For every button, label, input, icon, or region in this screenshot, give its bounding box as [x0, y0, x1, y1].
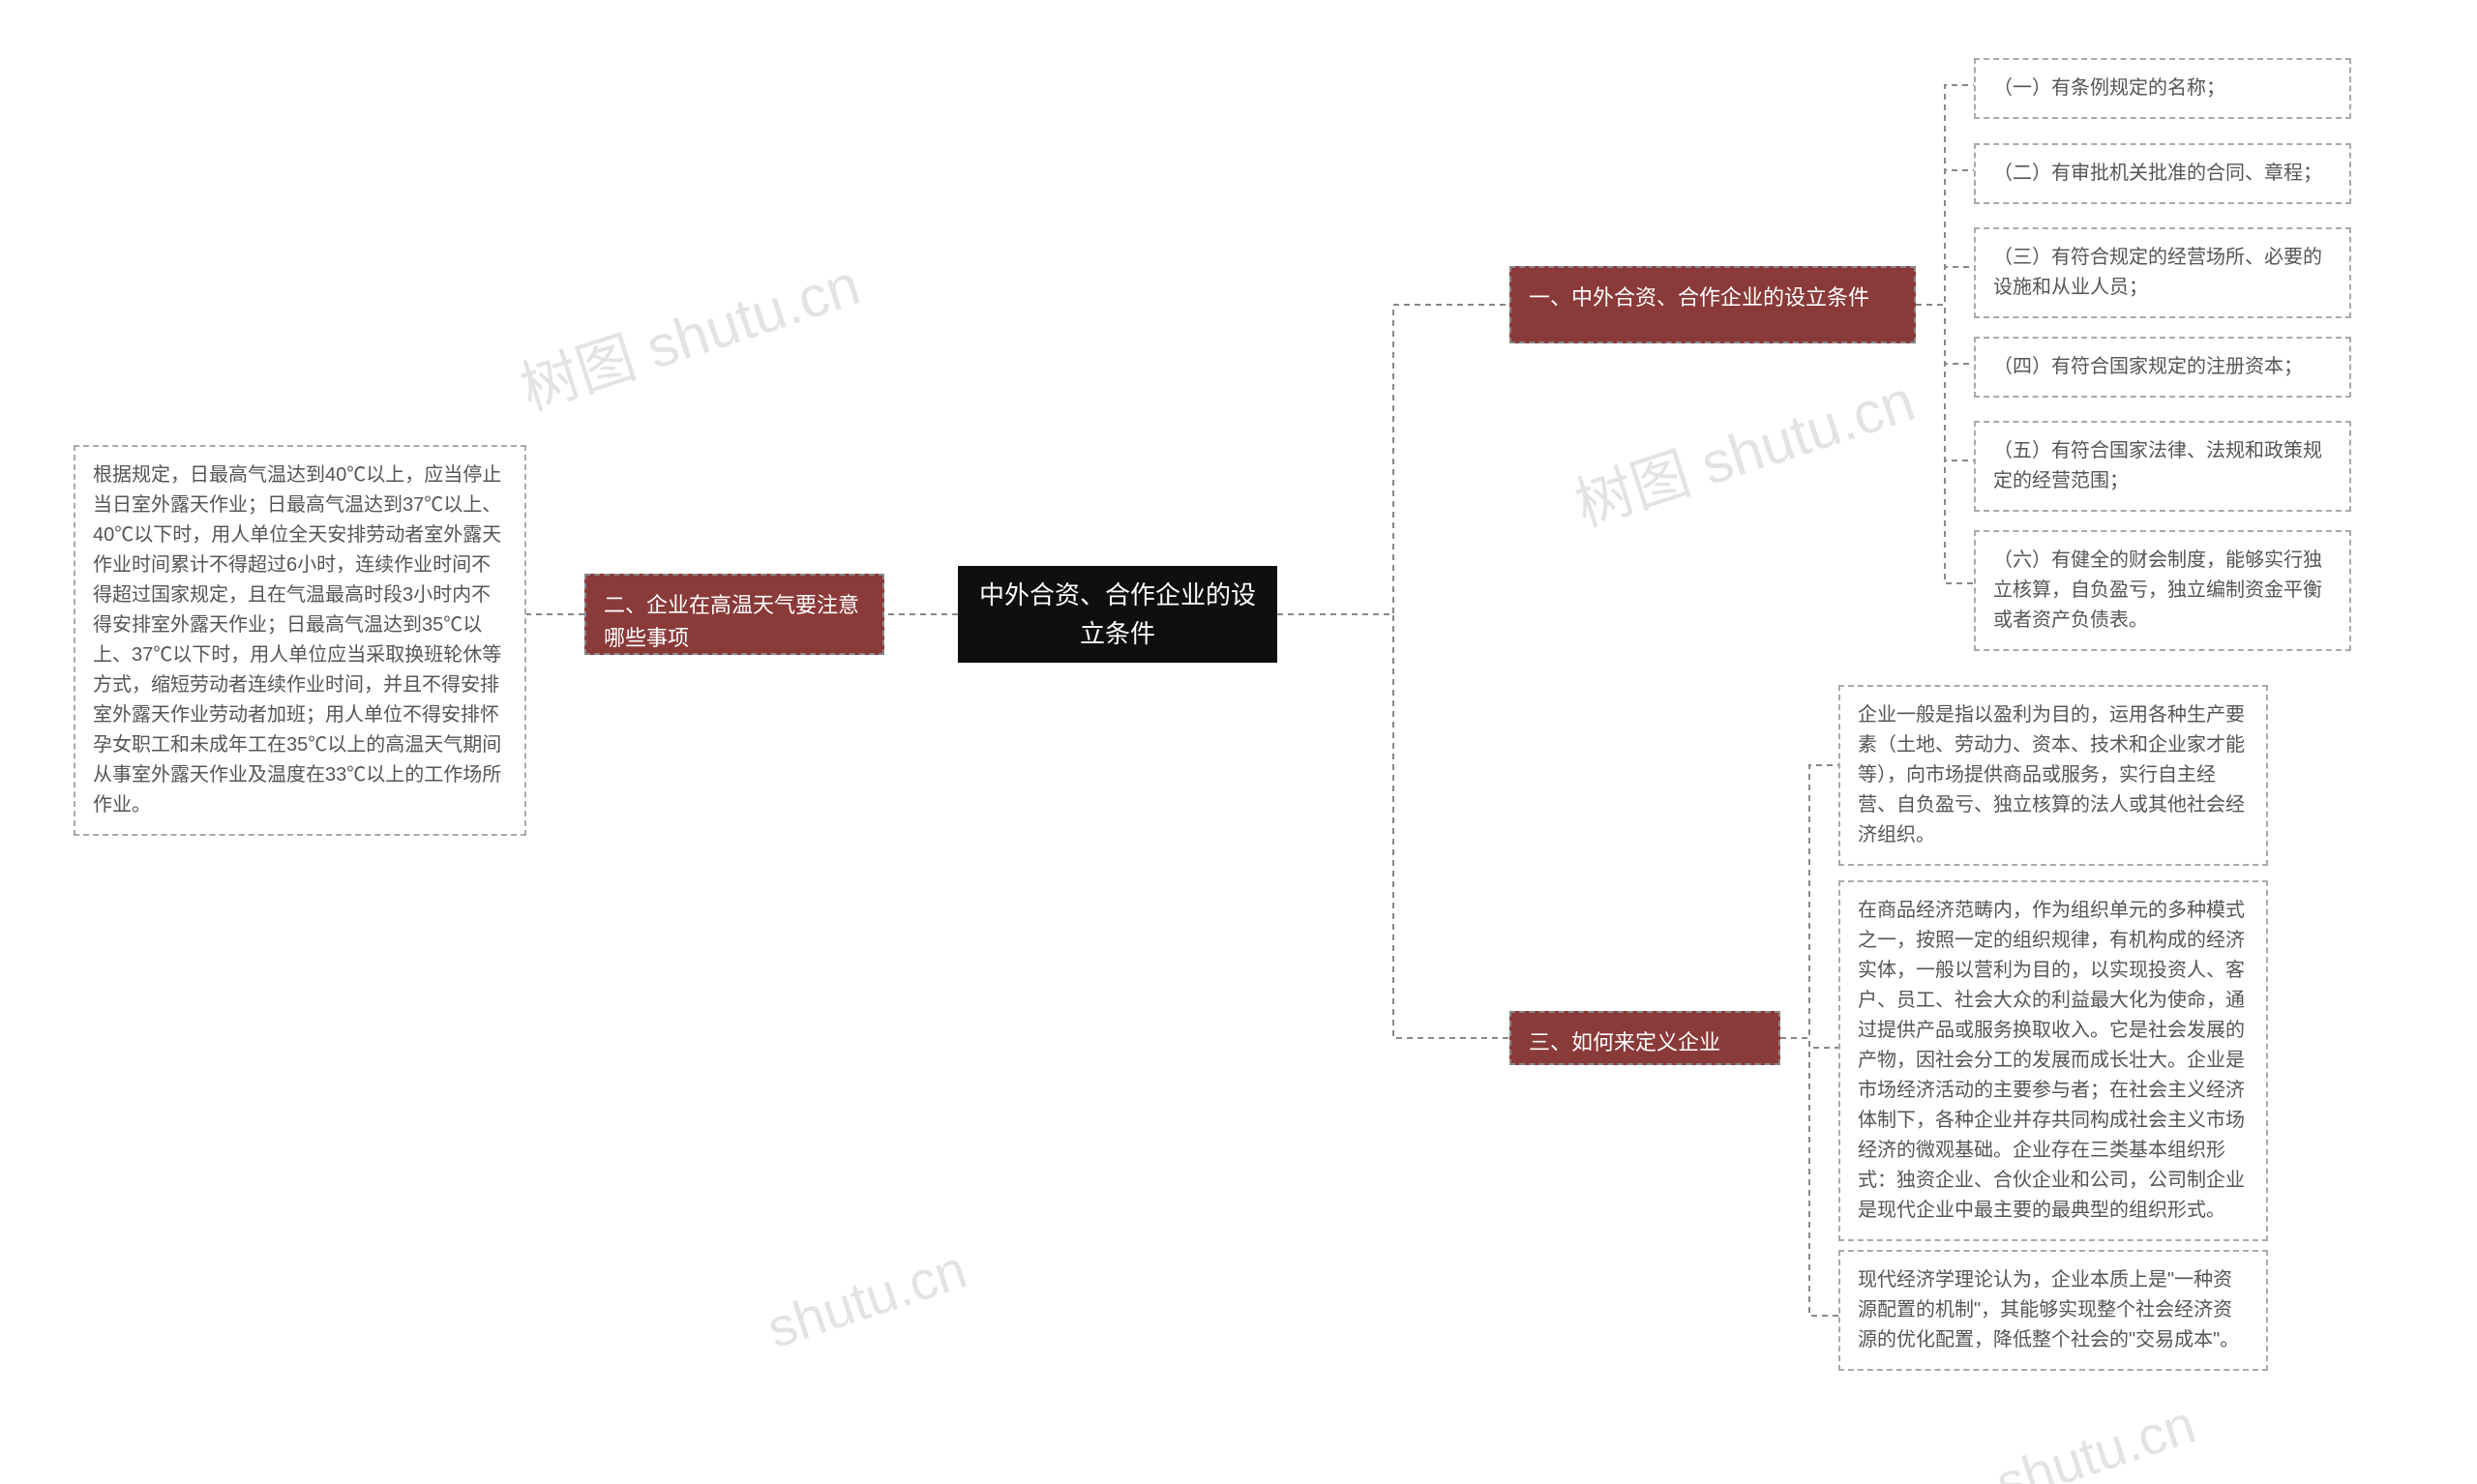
- branch-node-2: 二、企业在高温天气要注意哪些事项: [584, 574, 884, 655]
- leaf-node: （六）有健全的财会制度，能够实行独立核算，自负盈亏，独立编制资金平衡或者资产负债…: [1974, 530, 2351, 651]
- leaf-node: （二）有审批机关批准的合同、章程；: [1974, 143, 2351, 204]
- leaf-node: （四）有符合国家规定的注册资本；: [1974, 337, 2351, 398]
- watermark: shutu.cn: [1988, 1392, 2202, 1484]
- leaf-node: （一）有条例规定的名称；: [1974, 58, 2351, 119]
- branch-node-3: 三、如何来定义企业: [1509, 1011, 1780, 1065]
- mindmap-root: 中外合资、合作企业的设立条件: [958, 566, 1277, 663]
- branch-node-1: 一、中外合资、合作企业的设立条件: [1509, 266, 1916, 343]
- leaf-node: （五）有符合国家法律、法规和政策规定的经营范围；: [1974, 421, 2351, 512]
- watermark: shutu.cn: [760, 1237, 973, 1360]
- watermark: 树图 shutu.cn: [508, 238, 869, 427]
- leaf-node: 在商品经济范畴内，作为组织单元的多种模式之一，按照一定的组织规律，有机构成的经济…: [1838, 880, 2268, 1241]
- leaf-node: 企业一般是指以盈利为目的，运用各种生产要素（土地、劳动力、资本、技术和企业家才能…: [1838, 685, 2268, 866]
- leaf-node: 现代经济学理论认为，企业本质上是"一种资源配置的机制"，其能够实现整个社会经济资…: [1838, 1250, 2268, 1371]
- leaf-node: 根据规定，日最高气温达到40℃以上，应当停止当日室外露天作业；日最高气温达到37…: [74, 445, 526, 836]
- leaf-node: （三）有符合规定的经营场所、必要的设施和从业人员；: [1974, 227, 2351, 318]
- watermark: 树图 shutu.cn: [1563, 354, 1924, 543]
